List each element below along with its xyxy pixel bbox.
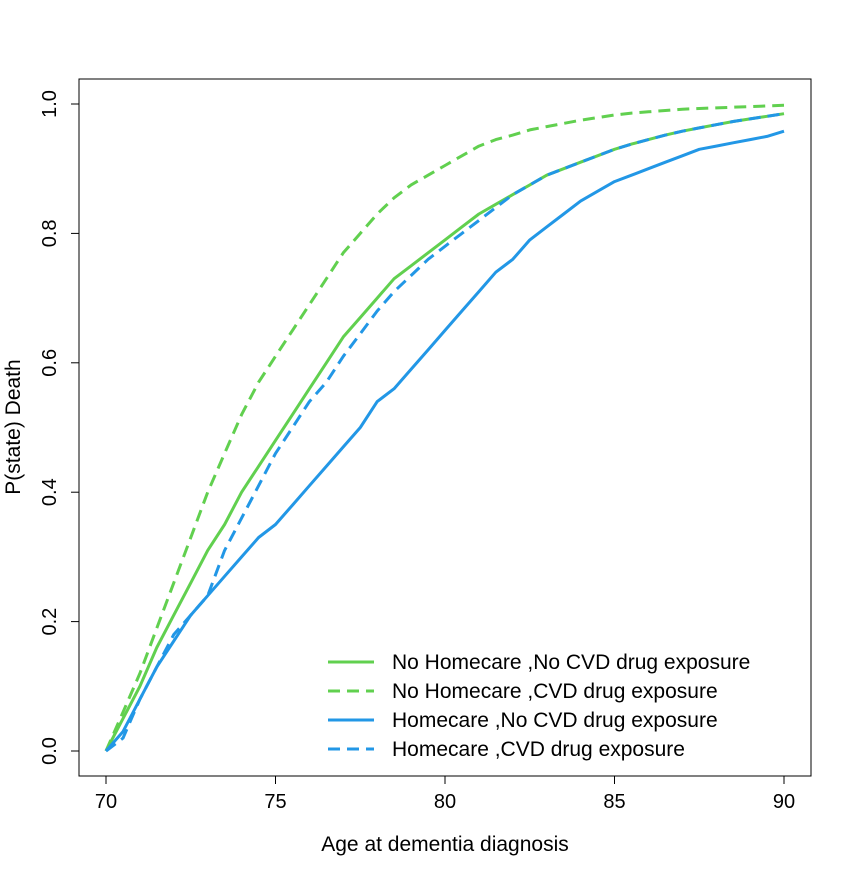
legend: No Homecare ,No CVD drug exposure No Home…: [328, 651, 750, 761]
y-tick-label: 1.0: [39, 90, 61, 118]
series-layer: [104, 103, 785, 753]
series-line-4: [105, 112, 785, 753]
legend-label: Homecare ,No CVD drug exposure: [392, 709, 718, 732]
x-tick-label: 80: [434, 791, 456, 813]
x-axis-label: Age at dementia diagnosis: [321, 833, 569, 856]
x-tick-label: 90: [773, 791, 795, 813]
y-tick-label: 0.8: [39, 219, 61, 247]
x-tick-label: 75: [264, 791, 286, 813]
y-tick-label: 0.0: [39, 737, 61, 765]
series-line-1: [104, 112, 785, 752]
x-axis: 70 75 80 85 90: [95, 775, 795, 813]
legend-label: No Homecare ,CVD drug exposure: [392, 680, 718, 703]
series-line-2: [104, 103, 785, 752]
legend-label: No Homecare ,No CVD drug exposure: [392, 651, 750, 674]
y-tick-label: 0.2: [39, 608, 61, 636]
series-line-3: [104, 129, 785, 752]
y-tick-label: 0.6: [39, 349, 61, 377]
x-tick-label: 70: [95, 791, 117, 813]
legend-label: Homecare ,CVD drug exposure: [392, 738, 685, 761]
y-axis: 0.0 0.2 0.4 0.6 0.8 1.0: [39, 90, 80, 765]
y-tick-label: 0.4: [39, 478, 61, 506]
x-tick-label: 85: [603, 791, 625, 813]
y-axis-label: P(state) Death: [2, 359, 25, 494]
